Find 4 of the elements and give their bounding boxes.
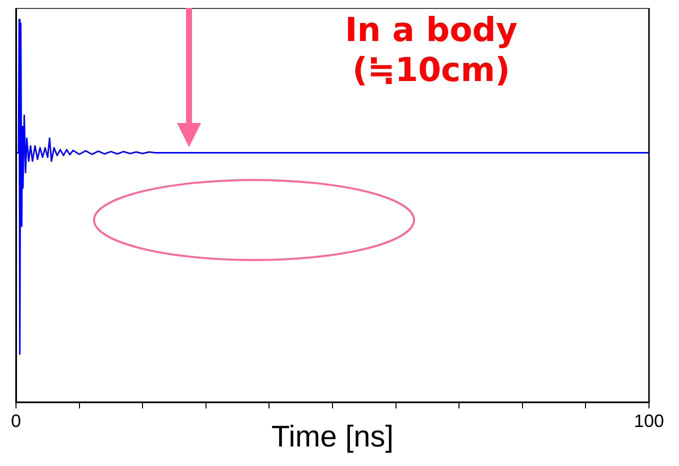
x-tick-label: 100 xyxy=(634,411,664,432)
x-axis-title: Time [ns] xyxy=(271,420,394,454)
x-tick-label: 0 xyxy=(11,411,22,432)
annotation: In a body (≒10cm) xyxy=(345,10,518,90)
